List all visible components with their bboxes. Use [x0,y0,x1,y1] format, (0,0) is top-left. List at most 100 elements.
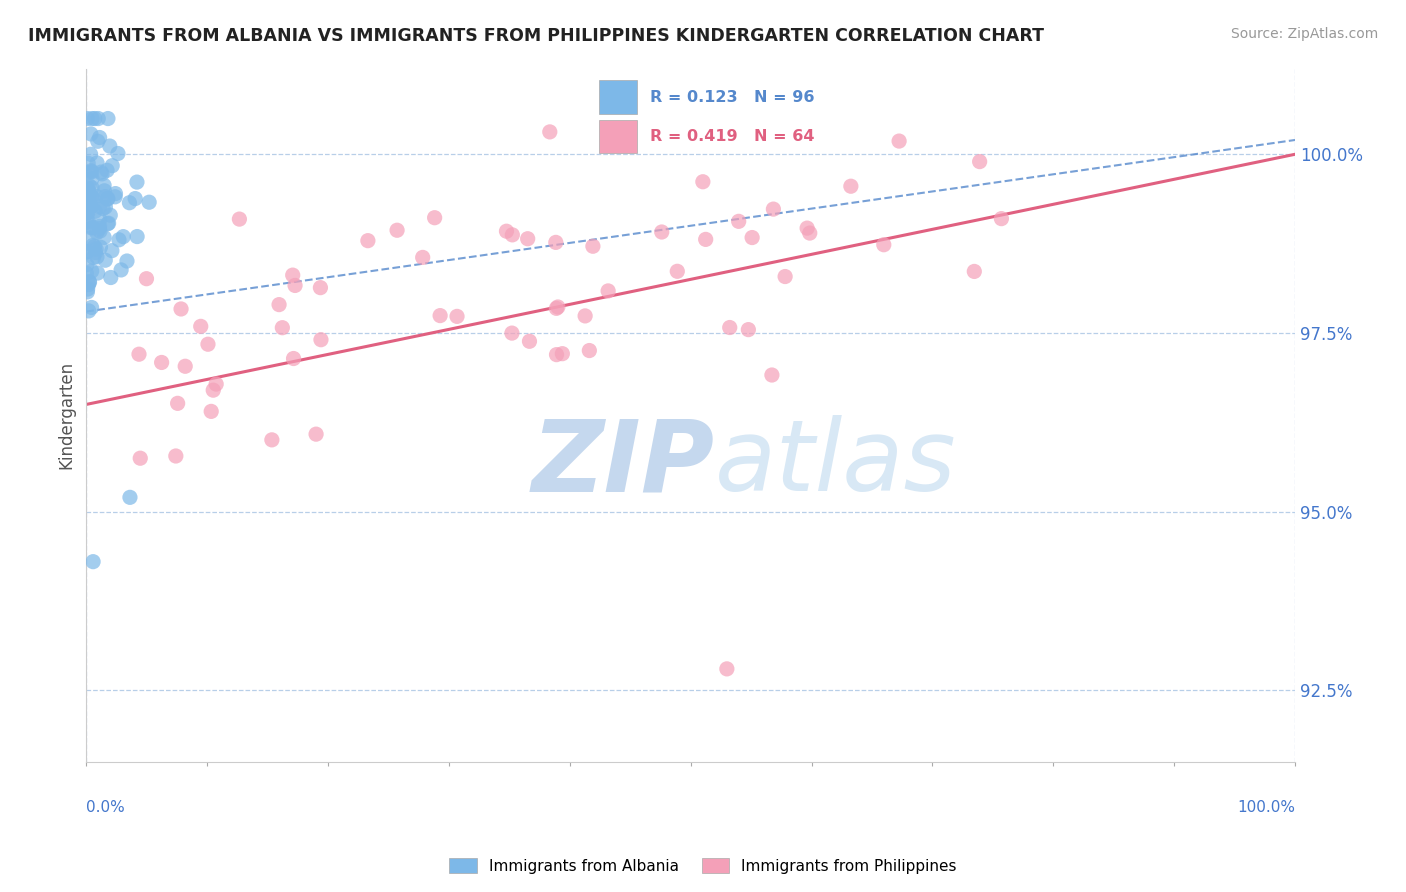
Point [309,280,332,294]
Point [80,171,103,186]
Point [91,202,114,216]
Text: Source: ZipAtlas.com: Source: ZipAtlas.com [1230,27,1378,41]
Point [202,383,225,397]
Point [77,193,100,207]
Point [839,179,862,194]
Text: 100.0%: 100.0% [1237,800,1295,815]
Point [89,219,111,234]
Point [77,193,100,207]
Point [82,555,104,569]
Point [692,175,714,189]
Point [124,192,146,206]
Point [89,240,111,254]
Point [538,125,561,139]
Point [77,184,100,198]
Point [166,396,188,410]
Point [82,238,104,252]
Point [76,244,98,259]
Point [150,355,173,369]
Point [77,200,100,214]
Point [77,277,100,292]
Point [197,337,219,351]
Point [79,147,101,161]
Point [761,368,783,382]
Point [104,186,127,201]
Point [118,195,141,210]
Point [97,191,120,205]
Point [80,127,103,141]
Point [98,139,121,153]
Point [93,184,115,198]
Point [544,235,567,250]
Point [80,220,103,235]
Point [76,206,98,220]
Point [887,134,910,148]
Point [165,449,187,463]
Point [82,251,104,265]
Point [97,112,120,126]
Point [89,199,111,213]
Point [98,208,121,222]
Point [309,333,332,347]
Point [519,334,541,349]
Point [86,156,108,170]
Point [87,112,110,126]
Point [97,217,120,231]
Point [112,229,135,244]
Point [799,226,821,240]
Point [228,212,250,227]
Point [77,231,100,245]
Point [118,491,141,505]
Point [283,351,305,366]
Point [598,284,620,298]
Point [86,266,108,280]
Point [76,187,98,202]
Point [135,271,157,285]
Point [429,309,451,323]
Point [83,112,105,126]
Point [77,178,100,193]
Point [77,156,100,170]
Point [666,264,689,278]
Point [77,304,100,318]
Point [80,301,103,315]
Point [110,263,132,277]
Point [80,200,103,214]
Point [80,264,103,278]
Point [873,237,896,252]
Point [77,214,100,228]
Point [267,297,290,311]
Point [546,301,568,316]
Point [582,239,605,253]
Point [82,191,104,205]
Point [574,309,596,323]
Point [89,212,111,227]
Point [718,320,741,334]
Point [174,359,197,374]
Point [76,285,98,299]
Point [101,244,124,258]
Point [271,320,294,334]
Point [281,268,304,282]
Point [96,163,118,178]
Point [80,181,103,195]
Point [101,159,124,173]
Point [716,662,738,676]
Point [108,233,131,247]
Point [412,251,434,265]
Point [100,270,122,285]
Point [80,165,103,179]
Text: atlas: atlas [714,415,956,512]
Point [115,254,138,268]
Point [104,190,127,204]
Point [91,167,114,181]
Point [84,189,107,203]
Point [138,195,160,210]
Point [84,242,107,256]
Legend: Immigrants from Albania, Immigrants from Philippines: Immigrants from Albania, Immigrants from… [443,852,963,880]
Point [516,232,538,246]
Point [82,112,104,126]
Point [79,165,101,179]
Point [97,192,120,206]
Point [94,253,117,268]
